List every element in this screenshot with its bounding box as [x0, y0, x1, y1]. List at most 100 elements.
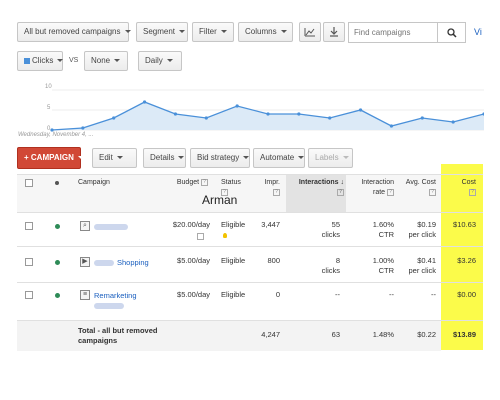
- vs-label: VS: [69, 57, 79, 64]
- bid-strategy-dropdown[interactable]: Bid strategy: [190, 148, 250, 168]
- header-budget-label: Budget: [176, 179, 200, 186]
- row-checkbox[interactable]: [25, 258, 33, 266]
- period-dropdown[interactable]: Daily: [138, 51, 182, 71]
- data-point[interactable]: [297, 112, 301, 116]
- segment-dropdown[interactable]: Segment: [136, 22, 188, 42]
- sort-down-icon: ↓: [340, 179, 345, 186]
- enabled-status-dot: [55, 260, 60, 265]
- y-tick-label: 10: [45, 84, 52, 90]
- rate-unit: CTR: [378, 230, 394, 239]
- data-point[interactable]: [420, 116, 424, 120]
- header-impr-label: Impr.: [264, 179, 280, 186]
- help-icon[interactable]: ?: [429, 188, 436, 196]
- campaign-name-link[interactable]: Shopping: [94, 258, 149, 268]
- data-point[interactable]: [204, 116, 208, 120]
- help-icon[interactable]: ?: [201, 178, 208, 186]
- data-point[interactable]: [389, 124, 394, 128]
- metric2-label: None: [91, 56, 111, 65]
- y-tick-label: 5: [47, 105, 51, 111]
- campaign-name: Shopping: [117, 258, 149, 267]
- chevron-down-icon: [57, 59, 64, 63]
- help-icon[interactable]: ?: [387, 188, 394, 196]
- header-cost[interactable]: Cost?: [446, 178, 476, 198]
- total-avg-cost: $0.22: [417, 330, 436, 339]
- data-point[interactable]: [235, 104, 239, 108]
- table-header-bg: [17, 174, 441, 212]
- help-icon[interactable]: ?: [469, 188, 476, 196]
- automate-label: Automate: [260, 153, 295, 162]
- data-point[interactable]: [482, 112, 484, 116]
- filter-label: Filter: [199, 27, 217, 36]
- header-budget[interactable]: Budget ?: [168, 178, 208, 188]
- search-network-icon: ⌕: [80, 221, 90, 231]
- data-point[interactable]: [328, 116, 332, 120]
- header-avg-cost-label: Avg. Cost: [405, 179, 436, 186]
- total-impr: 4,247: [261, 330, 280, 339]
- display-network-icon: ≡: [80, 290, 90, 300]
- metric2-dropdown[interactable]: None: [84, 51, 128, 71]
- details-dropdown[interactable]: Details: [143, 148, 186, 168]
- edit-icon[interactable]: [197, 233, 204, 240]
- header-campaign[interactable]: Campaign: [78, 179, 110, 186]
- header-interactions-label: Interactions: [298, 179, 339, 186]
- data-point[interactable]: [451, 120, 455, 124]
- campaign-filter-dropdown[interactable]: All but removed campaigns: [17, 22, 131, 42]
- data-point[interactable]: [112, 116, 116, 120]
- help-icon[interactable]: ?: [337, 188, 344, 196]
- interactions-value: 8: [335, 256, 340, 265]
- header-avg-cost[interactable]: Avg. Cost ?: [402, 178, 436, 198]
- columns-dropdown[interactable]: Columns: [238, 22, 293, 42]
- labels-dropdown[interactable]: Labels: [308, 148, 353, 168]
- divider: [17, 282, 483, 283]
- columns-label: Columns: [245, 27, 277, 36]
- search-input[interactable]: [349, 28, 437, 37]
- help-icon[interactable]: ?: [273, 188, 280, 196]
- download-icon: [330, 27, 338, 37]
- divider: [17, 212, 483, 213]
- budget-value: $20.00/day: [172, 220, 210, 229]
- avg-cost-value: $0.19: [417, 220, 436, 229]
- chart-toggle-button[interactable]: [299, 22, 321, 42]
- data-point[interactable]: [173, 112, 178, 116]
- search-button[interactable]: [437, 23, 465, 42]
- status-value: Eligible: [221, 256, 246, 265]
- shopping-icon: ▶: [80, 257, 90, 267]
- header-rate-label: Interaction rate: [361, 179, 394, 196]
- sorted-column-bg: [286, 174, 346, 212]
- data-point[interactable]: [81, 126, 85, 130]
- enabled-status-dot: [55, 224, 60, 229]
- chevron-down-icon: [243, 156, 250, 160]
- data-point[interactable]: [266, 112, 270, 116]
- data-point[interactable]: [142, 100, 147, 104]
- add-campaign-button[interactable]: + CAMPAIGN: [17, 147, 84, 169]
- download-button[interactable]: [323, 22, 345, 42]
- campaign-name: Remarketing: [94, 291, 137, 300]
- total-interactions: 63: [331, 330, 340, 339]
- area-fill: [52, 102, 484, 130]
- select-all-checkbox[interactable]: [25, 179, 33, 187]
- edit-dropdown[interactable]: Edit: [92, 148, 137, 168]
- campaign-name-link[interactable]: [94, 222, 131, 232]
- metric1-dropdown[interactable]: Clicks: [17, 51, 64, 71]
- total-row-bg: [17, 320, 441, 351]
- cost-value: $0.00: [457, 290, 476, 299]
- campaign-name-link[interactable]: Remarketing: [94, 291, 137, 301]
- chevron-down-icon: [178, 156, 185, 160]
- header-interaction-rate[interactable]: Interaction rate ?: [350, 178, 394, 198]
- help-icon[interactable]: ?: [221, 188, 228, 196]
- divider: [17, 246, 483, 247]
- header-interactions[interactable]: Interactions ↓?: [288, 178, 344, 198]
- interactions-unit: clicks: [321, 230, 340, 239]
- clicks-area-chart: [50, 89, 484, 132]
- row-checkbox[interactable]: [25, 291, 33, 299]
- data-point[interactable]: [50, 128, 54, 132]
- data-point[interactable]: [358, 108, 363, 112]
- lightbulb-icon[interactable]: [223, 233, 227, 238]
- x-start-label: Wednesday, November 4, ...: [18, 132, 94, 138]
- row-checkbox[interactable]: [25, 222, 33, 230]
- view-link[interactable]: Vi: [474, 27, 482, 37]
- automate-dropdown[interactable]: Automate: [253, 148, 305, 168]
- filter-dropdown[interactable]: Filter: [192, 22, 234, 42]
- header-status[interactable]: Status?: [221, 178, 251, 198]
- header-impr[interactable]: Impr.?: [254, 178, 280, 198]
